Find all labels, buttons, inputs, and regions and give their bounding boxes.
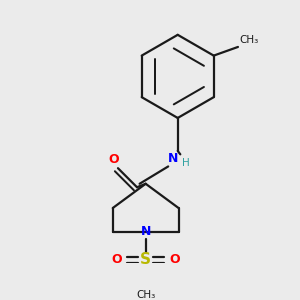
Text: O: O bbox=[108, 153, 119, 166]
Text: N: N bbox=[168, 152, 178, 165]
Text: H: H bbox=[182, 158, 189, 168]
Text: O: O bbox=[111, 254, 122, 266]
Text: S: S bbox=[140, 253, 151, 268]
Text: CH₃: CH₃ bbox=[136, 290, 155, 300]
Text: O: O bbox=[170, 254, 180, 266]
Text: N: N bbox=[140, 225, 151, 238]
Text: CH₃: CH₃ bbox=[240, 35, 259, 45]
